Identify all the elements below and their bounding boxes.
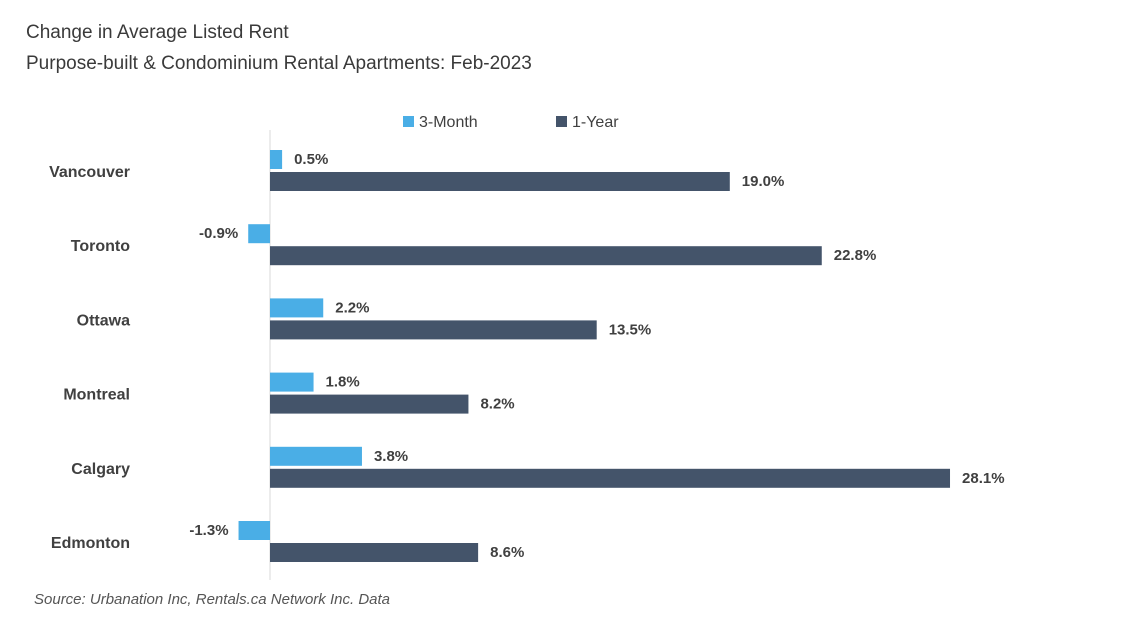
bars (238, 150, 951, 562)
data-label: 2.2% (335, 299, 369, 316)
data-label: 8.2% (480, 396, 514, 413)
data-label: 8.6% (490, 544, 524, 561)
data-label: 22.8% (834, 247, 877, 264)
bar-3-month (270, 298, 324, 318)
bar-3-month (270, 446, 362, 466)
bar-1-year (270, 468, 951, 488)
data-labels: 0.5% 19.0% -0.9% 22.8% 2.2% 13.5% 1.8% 8.2% 3.8%… (189, 151, 1004, 561)
bar-3-month (248, 224, 270, 244)
legend-swatch-1-year (556, 116, 567, 127)
category-label: Toronto (71, 238, 130, 255)
category-label: Vancouver (49, 164, 130, 181)
data-label: 3.8% (374, 448, 408, 465)
data-label: 13.5% (609, 321, 652, 338)
category-label: Ottawa (77, 312, 130, 329)
data-label: 19.0% (742, 173, 785, 190)
bar-3-month (270, 150, 283, 169)
source-note: Source: Urbanation Inc, Rentals.ca Netwo… (34, 591, 391, 608)
bar-1-year (270, 394, 469, 414)
data-label: -1.3% (189, 522, 228, 539)
legend-swatch-3-month (403, 116, 414, 127)
data-label: 1.8% (326, 374, 360, 391)
bar-3-month (270, 372, 314, 392)
bar-1-year (270, 543, 479, 562)
data-label: -0.9% (199, 225, 238, 242)
category-label: Montreal (63, 387, 130, 404)
category-labels: Vancouver Toronto Ottawa Montreal Calgary Edm… (49, 164, 130, 552)
chart-subtitle: Purpose-built & Condominium Rental Apart… (26, 53, 532, 74)
legend-label-1-year: 1-Year (572, 114, 619, 131)
chart-title: Change in Average Listed Rent (26, 22, 289, 43)
category-label: Calgary (71, 461, 130, 478)
data-label: 28.1% (962, 470, 1005, 487)
bar-3-month (238, 521, 270, 540)
bar-1-year (270, 246, 822, 266)
data-label: 0.5% (294, 151, 328, 168)
bar-1-year (270, 172, 730, 191)
legend: 3-Month 1-Year (403, 114, 619, 131)
legend-label-3-month: 3-Month (419, 114, 478, 131)
bar-1-year (270, 320, 597, 340)
category-label: Edmonton (51, 535, 130, 552)
bar-chart: 3-Month 1-Year Vancouver Toronto Ottawa Mont… (49, 114, 1005, 580)
